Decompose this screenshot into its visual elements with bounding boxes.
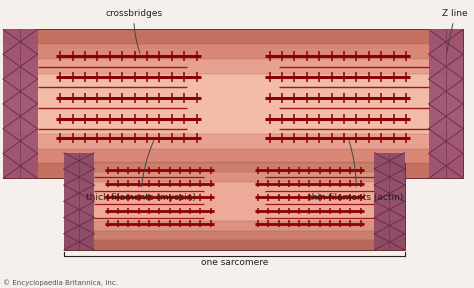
Bar [3,29,37,178]
Text: one sarcomere: one sarcomere [201,258,268,268]
Bar [64,162,405,240]
Bar [3,29,463,178]
Bar [64,182,405,221]
Text: © Encyclopaedia Britannica, Inc.: © Encyclopaedia Britannica, Inc. [3,279,118,286]
Text: Z line: Z line [442,9,468,54]
Bar [64,172,405,231]
Bar [374,153,405,250]
Bar [64,153,94,250]
Text: thick filaments (myosin): thick filaments (myosin) [86,141,196,202]
Text: crossbridges: crossbridges [105,9,163,54]
Bar [3,59,463,149]
Bar [64,153,405,250]
Bar [3,74,463,134]
Bar [428,29,463,178]
Bar [3,44,463,164]
Text: thin filaments (actin): thin filaments (actin) [308,141,403,202]
